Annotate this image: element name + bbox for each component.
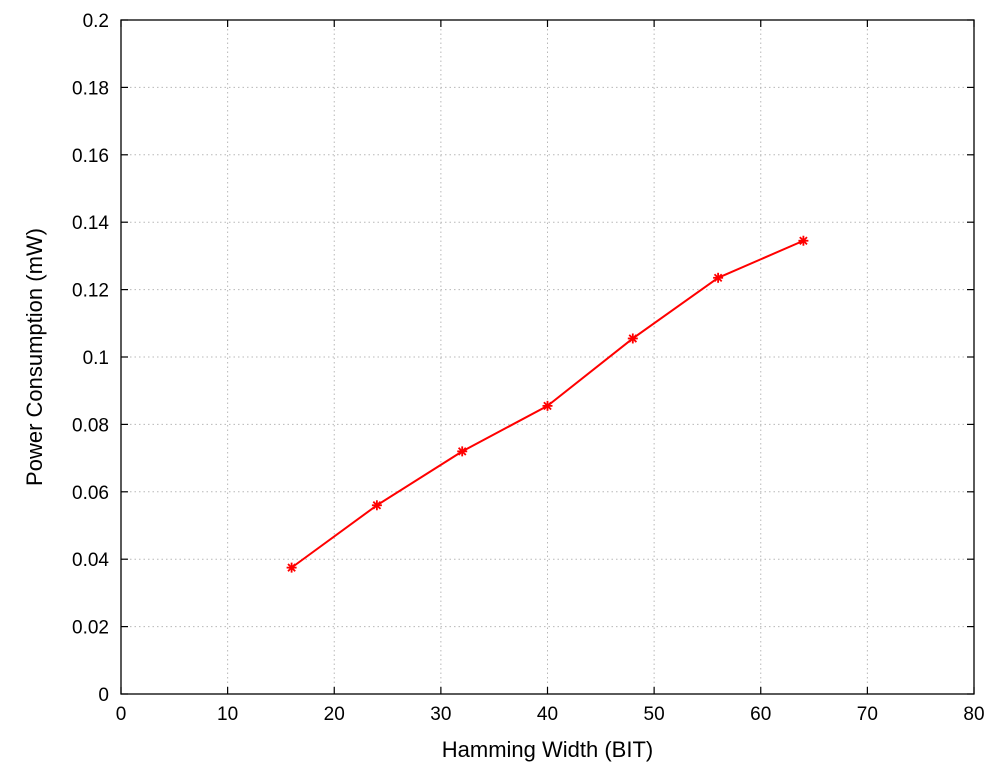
y-tick-label: 0.06 (72, 483, 109, 504)
y-tick-label: 0.04 (72, 550, 109, 571)
x-tick-label: 50 (644, 704, 665, 725)
y-tick-label: 0.02 (72, 618, 109, 639)
x-tick-label: 80 (963, 704, 984, 725)
data-point-marker (627, 333, 638, 344)
y-tick-label: 0.14 (72, 213, 109, 234)
plot-area-frame (120, 19, 975, 695)
data-point-marker (542, 400, 553, 411)
y-tick-label: 0 (98, 685, 109, 706)
x-axis-label: Hamming Width (BIT) (442, 737, 653, 762)
data-point-marker (713, 272, 724, 283)
x-tick-label: 20 (324, 704, 345, 725)
y-tick-label: 0.16 (72, 146, 109, 167)
y-tick-label: 0.12 (72, 281, 109, 302)
series-0 (286, 235, 809, 573)
y-axis-label: Power Consumption (mW) (22, 228, 47, 486)
x-tick-labels: 0 10 20 30 40 50 60 70 80 (116, 704, 985, 725)
x-tick-label: 60 (750, 704, 771, 725)
x-tick-label: 10 (217, 704, 238, 725)
y-tick-label: 0.1 (83, 348, 109, 369)
data-point-marker (457, 446, 468, 457)
y-tick-labels: 0 0.02 0.04 0.06 0.08 0.1 0.12 0.14 0.16 0.18 0.2 (72, 11, 109, 706)
x-tick-label: 0 (116, 704, 127, 725)
y-tick-label: 0.18 (72, 78, 109, 99)
grid-layer (121, 20, 974, 694)
x-tick-label: 70 (857, 704, 878, 725)
data-point-marker (798, 235, 809, 246)
y-tick-label: 0.08 (72, 415, 109, 436)
x-tick-label: 30 (430, 704, 451, 725)
data-point-marker (286, 562, 297, 573)
series-layer (286, 235, 809, 573)
y-tick-label: 0.2 (83, 11, 109, 32)
x-tick-label: 40 (537, 704, 558, 725)
data-point-marker (371, 500, 382, 511)
